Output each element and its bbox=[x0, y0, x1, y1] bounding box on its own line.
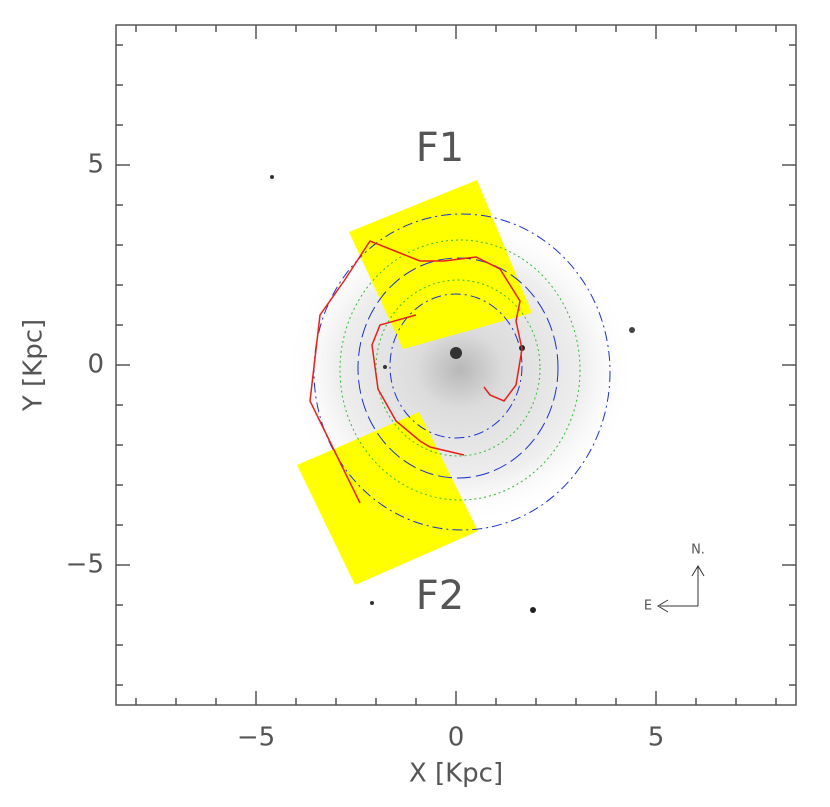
x-axis-label: X [Kpc] bbox=[409, 759, 503, 789]
x-tick-label: −5 bbox=[237, 723, 275, 753]
arm-trace bbox=[309, 240, 523, 504]
annotation: N. bbox=[691, 543, 705, 558]
field-f1 bbox=[349, 180, 532, 349]
y-tick-label: −5 bbox=[66, 550, 104, 580]
y-tick-label: 0 bbox=[87, 350, 104, 380]
annotation: F2 bbox=[416, 573, 464, 619]
x-tick-label: 0 bbox=[448, 723, 465, 753]
y-axis-label: Y [Kpc] bbox=[19, 319, 49, 412]
compass bbox=[657, 565, 705, 613]
field-f2 bbox=[297, 412, 478, 585]
annotation: F1 bbox=[416, 125, 464, 171]
x-tick-label: 5 bbox=[648, 723, 665, 753]
arm-trace bbox=[371, 314, 465, 456]
y-tick-label: 5 bbox=[87, 150, 104, 180]
annotation: E bbox=[644, 599, 652, 614]
